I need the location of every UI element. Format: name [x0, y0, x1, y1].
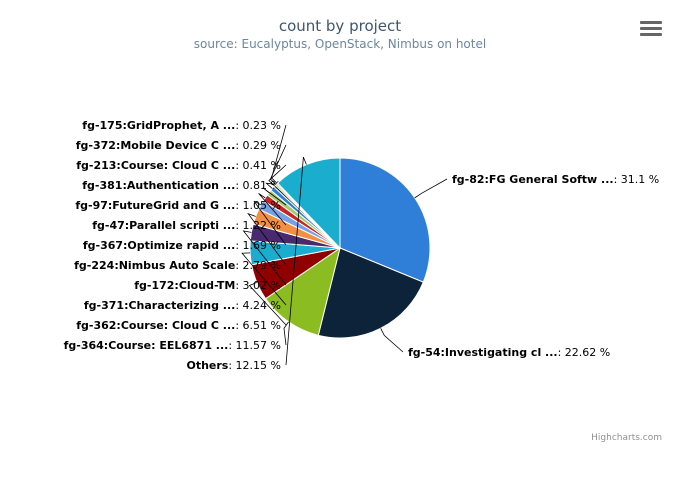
data-label-connector [283, 321, 289, 346]
data-label: fg-381:Authentication ...: 0.81 % [82, 179, 281, 192]
data-label-connector [253, 200, 287, 246]
data-label: fg-172:Cloud-TM: 3.02 % [134, 279, 281, 292]
data-label: fg-372:Mobile Device C ...: 0.29 % [76, 139, 281, 152]
data-label: fg-54:Investigating cl ...: 22.62 % [408, 346, 610, 359]
data-label-connector [268, 164, 287, 187]
pie-slice[interactable] [317, 247, 424, 339]
data-label: fg-175:GridProphet, A ...: 0.23 % [82, 119, 281, 132]
data-label-connector [241, 252, 287, 306]
menu-bar [640, 21, 662, 24]
data-label: fg-82:FG General Softw ...: 31.1 % [452, 173, 659, 186]
highcharts-credits-link[interactable]: Highcharts.com [591, 433, 662, 443]
data-label-connector [285, 156, 307, 366]
data-label-connector [380, 328, 404, 353]
pie-slice[interactable] [264, 246, 341, 336]
data-label: fg-213:Course: Cloud C ...: 0.41 % [76, 159, 281, 172]
data-label: fg-371:Characterizing ...: 4.24 % [84, 299, 281, 312]
data-label: fg-97:FutureGrid and G ...: 1.05 % [75, 199, 281, 212]
data-label-connector [247, 212, 287, 266]
data-label-connector [258, 193, 287, 226]
data-label-connector [262, 187, 287, 206]
data-label: fg-362:Course: Cloud C ...: 6.51 % [76, 319, 281, 332]
data-label-connector [269, 144, 287, 185]
chart-subtitle: source: Eucalyptus, OpenStack, Nimbus on… [193, 37, 487, 51]
data-label: fg-367:Optimize rapid ...: 1.69 % [83, 239, 281, 252]
data-label-connector [242, 230, 287, 286]
pie-slice[interactable] [339, 157, 431, 283]
hamburger-menu-icon[interactable] [640, 18, 662, 40]
data-label-connector [414, 178, 448, 199]
data-label: fg-47:Parallel scripti ...: 1.22 % [92, 219, 281, 232]
menu-bar [640, 27, 662, 30]
data-label: fg-224:Nimbus Auto Scale: 2.79 % [74, 259, 281, 272]
data-label-connector [248, 282, 287, 326]
menu-bar [640, 33, 662, 36]
data-label: fg-364:Course: EEL6871 ...: 11.57 % [64, 339, 281, 352]
pie-slice[interactable] [276, 157, 341, 250]
chart-title: count by project [278, 17, 402, 35]
data-label: Others: 12.15 % [186, 359, 281, 372]
data-label-connector [271, 124, 287, 184]
